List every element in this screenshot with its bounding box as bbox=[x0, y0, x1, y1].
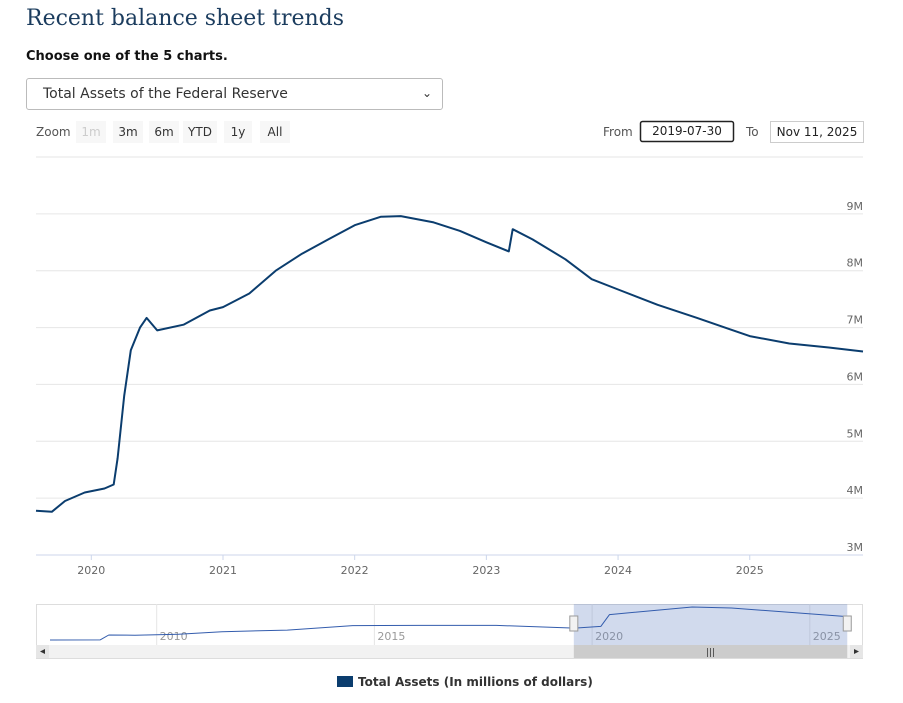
y-tick-label: 5M bbox=[847, 427, 864, 440]
select-value: Total Assets of the Federal Reserve bbox=[43, 86, 288, 102]
scroll-left-arrow bbox=[40, 649, 45, 654]
zoom-button[interactable] bbox=[260, 121, 290, 143]
zoom-button-label: 6m bbox=[154, 125, 173, 139]
navigator-tick-label: 2020 bbox=[595, 630, 623, 643]
scrollbar-grip: ||| bbox=[706, 648, 715, 658]
navigator-tick-label: 2010 bbox=[160, 630, 188, 643]
from-input[interactable] bbox=[639, 120, 735, 143]
y-tick-label: 8M bbox=[847, 257, 864, 270]
navigator-frame bbox=[36, 604, 863, 659]
y-tick-label: 6M bbox=[847, 370, 864, 383]
to-label: To bbox=[745, 125, 759, 139]
zoom-button[interactable] bbox=[76, 121, 106, 143]
chart-select[interactable]: Total Assets of the Federal Reserve ⌄ bbox=[26, 78, 443, 110]
scroll-right-arrow bbox=[854, 649, 859, 654]
navigator-selection bbox=[573, 604, 848, 645]
select-arrow: ⌄ bbox=[421, 86, 432, 100]
navigator-line bbox=[49, 606, 848, 641]
zoom-button[interactable] bbox=[113, 121, 143, 143]
zoom-button-label: All bbox=[268, 125, 283, 139]
page-title: Recent balance sheet trends bbox=[26, 6, 345, 31]
from-value: 2019-07-30 bbox=[652, 124, 722, 138]
legend-label: Total Assets (In millions of dollars) bbox=[358, 675, 593, 689]
navigator-tick-label: 2025 bbox=[813, 630, 841, 643]
scrollbar-thumb bbox=[573, 645, 848, 658]
legend-swatch bbox=[337, 676, 353, 687]
zoom-button[interactable] bbox=[224, 121, 252, 143]
x-tick-label: 2022 bbox=[341, 564, 369, 577]
zoom-button-label: 1y bbox=[231, 125, 246, 139]
from-label: From bbox=[603, 125, 633, 139]
x-tick-label: 2020 bbox=[77, 564, 105, 577]
to-input[interactable] bbox=[770, 121, 864, 143]
zoom-button-label: YTD bbox=[187, 125, 212, 139]
y-tick-label: 7M bbox=[847, 314, 864, 327]
x-tick-label: 2025 bbox=[736, 564, 764, 577]
navigator-handle[interactable] bbox=[842, 615, 852, 632]
zoom-button-label: 1m bbox=[81, 125, 100, 139]
zoom-button[interactable] bbox=[149, 121, 179, 143]
y-tick-label: 4M bbox=[847, 484, 864, 497]
y-tick-label: 9M bbox=[847, 200, 864, 213]
data-line bbox=[35, 215, 864, 513]
to-value: Nov 11, 2025 bbox=[777, 125, 858, 139]
zoom-button[interactable] bbox=[183, 121, 217, 143]
x-tick-label: 2024 bbox=[604, 564, 632, 577]
x-tick-label: 2023 bbox=[472, 564, 500, 577]
navigator-tick-label: 2015 bbox=[377, 630, 405, 643]
y-tick-label: 3M bbox=[847, 541, 864, 554]
navigator-handle[interactable] bbox=[569, 615, 579, 632]
x-tick-label: 2021 bbox=[209, 564, 237, 577]
zoom-button-label: 3m bbox=[118, 125, 137, 139]
prompt: Choose one of the 5 charts. bbox=[26, 49, 228, 64]
zoom-label: Zoom bbox=[36, 125, 71, 139]
